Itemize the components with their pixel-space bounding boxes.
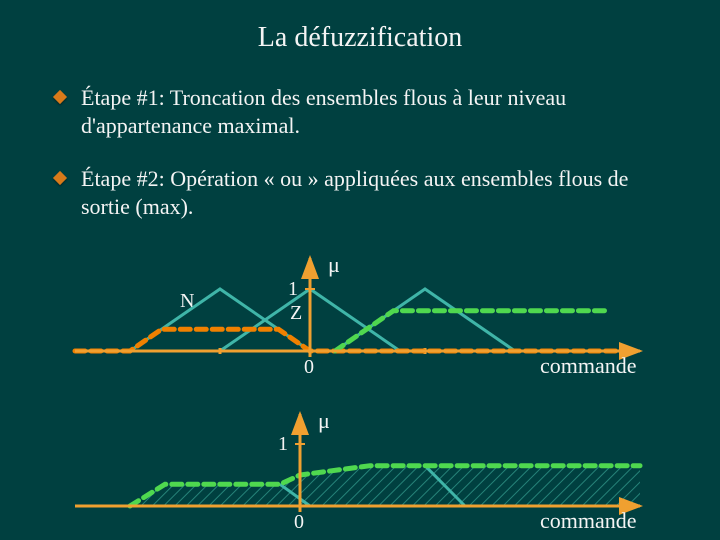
svg-text:μ: μ xyxy=(318,408,330,433)
svg-text:N: N xyxy=(180,290,194,312)
svg-text:0: 0 xyxy=(294,511,304,533)
svg-text:commande: commande xyxy=(540,353,637,378)
page-title: La défuzzification xyxy=(0,0,720,54)
svg-text:μ: μ xyxy=(328,252,340,277)
chart-bottom: 1μ0commande xyxy=(0,386,720,526)
svg-text:commande: commande xyxy=(540,508,637,533)
svg-text:1: 1 xyxy=(288,278,298,300)
svg-text:1: 1 xyxy=(278,433,288,455)
bullet-item: Étape #1: Troncation des ensembles flous… xyxy=(55,84,665,139)
bullet-icon xyxy=(53,171,67,185)
bullet-item: Étape #2: Opération « ou » appliquées au… xyxy=(55,165,665,220)
bullet-list: Étape #1: Troncation des ensembles flous… xyxy=(55,84,665,220)
bullet-text: Étape #1: Troncation des ensembles flous… xyxy=(81,84,665,139)
svg-text:0: 0 xyxy=(304,356,314,378)
bullet-icon xyxy=(53,90,67,104)
charts-area: 1 μ 0 N Zcommande 1 μ 0 commande xyxy=(0,246,720,536)
bullet-text: Étape #2: Opération « ou » appliquées au… xyxy=(81,165,665,220)
svg-text:Z: Z xyxy=(290,302,302,324)
chart-top: 1 μ 0 N Zcommande xyxy=(0,246,720,386)
